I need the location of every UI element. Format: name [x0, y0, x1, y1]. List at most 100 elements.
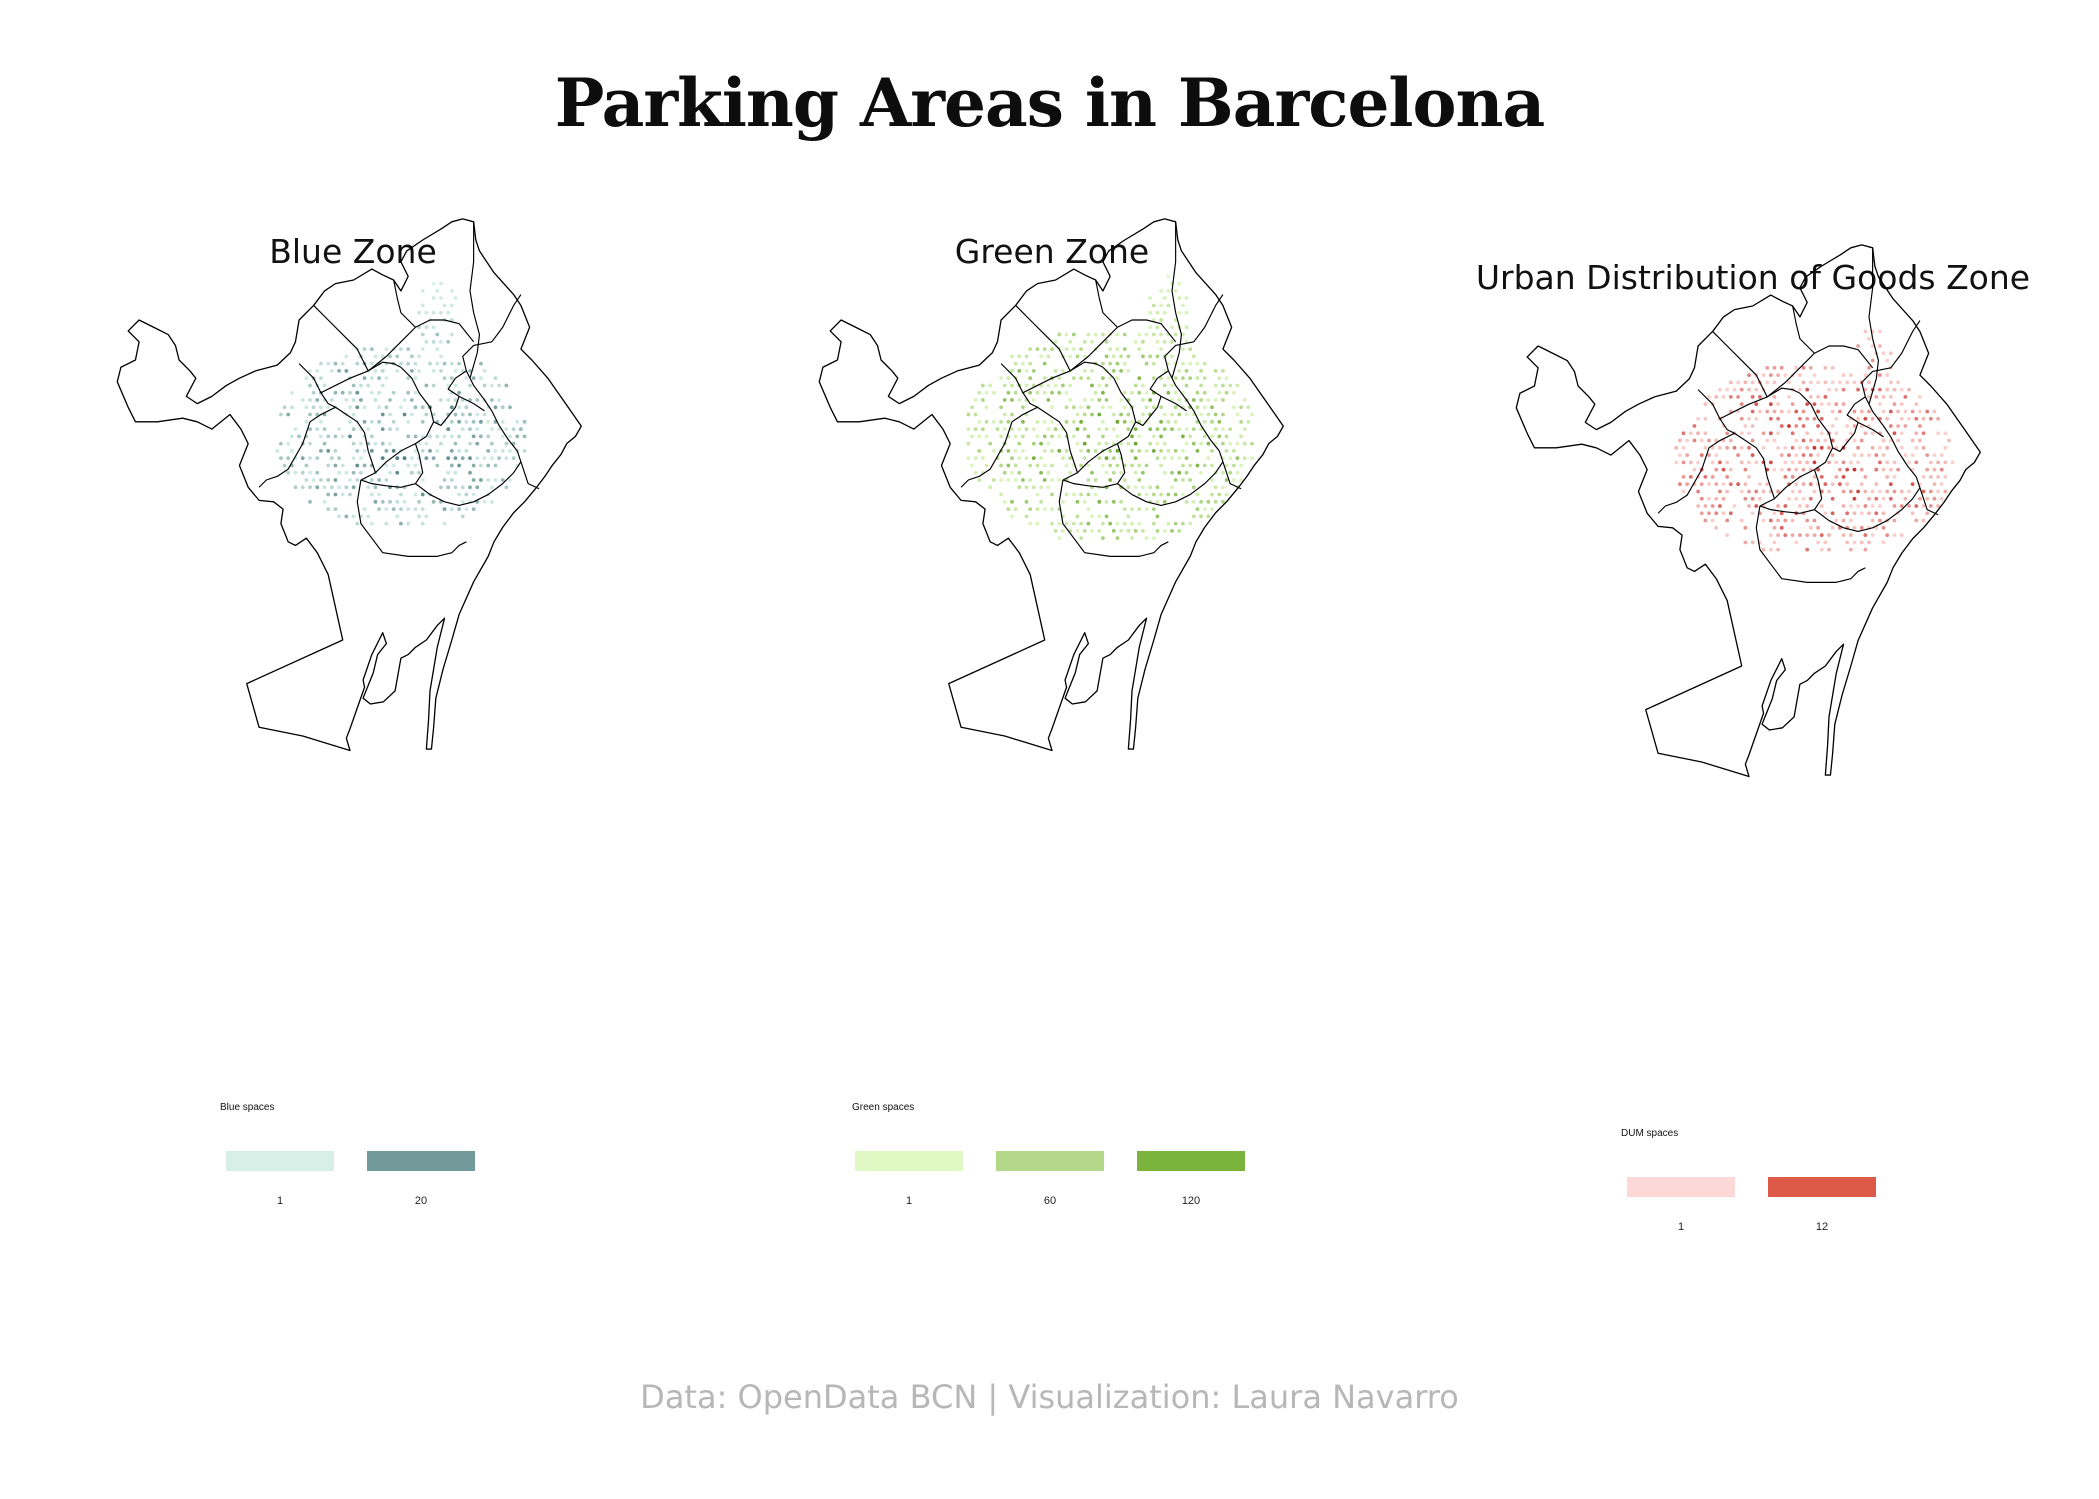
hexbin-point: [1798, 445, 1802, 450]
hexbin-point: [1162, 310, 1167, 315]
hexbin-point: [1148, 325, 1153, 330]
hexbin-point: [1736, 380, 1740, 385]
hexbin-point: [1166, 390, 1171, 395]
city-outline: [116, 218, 582, 752]
hexbin-point: [1870, 518, 1875, 523]
hexbin-point: [1794, 482, 1799, 487]
hexbin-point: [1794, 409, 1799, 414]
hexbin-point: [1231, 478, 1236, 482]
hexbin-point: [1863, 547, 1868, 552]
hexbin-point: [1874, 482, 1879, 487]
hexbin-point: [300, 456, 305, 461]
hexbin-point: [1787, 395, 1791, 399]
hexbin-point: [460, 427, 465, 431]
hexbin-point: [1086, 332, 1091, 337]
hexbin-point: [1776, 533, 1780, 537]
district-boundary: [458, 395, 485, 412]
hexbin-point: [449, 449, 454, 453]
hexbin-point: [1017, 369, 1022, 373]
hexbin-point: [304, 463, 309, 468]
hexbin-point: [1042, 507, 1047, 511]
hexbin-point: [1714, 453, 1719, 457]
hexbin-point: [1899, 504, 1904, 508]
hexbin-point: [300, 470, 305, 475]
hexbin-point: [1783, 518, 1788, 523]
hexbin-point: [1046, 383, 1051, 388]
hexbin-point: [1921, 445, 1926, 450]
hexbin-point: [1166, 303, 1171, 308]
hexbin-point: [1896, 467, 1900, 472]
hexbin-point: [402, 398, 407, 402]
hexbin-point: [406, 361, 411, 366]
hexbin-point: [1173, 492, 1178, 497]
hexbin-point: [1111, 369, 1116, 373]
hexbin-point: [1133, 427, 1138, 431]
hexbin-point: [315, 412, 320, 417]
hexbin-point: [337, 369, 341, 373]
hexbin-point: [1104, 398, 1109, 402]
hexbin-point: [1808, 380, 1813, 385]
hexbin-point: [1710, 518, 1715, 523]
hexbin-point: [977, 434, 982, 439]
hexbin-point: [970, 434, 974, 439]
hexbin-point: [1907, 460, 1911, 465]
hexbin-point: [1159, 347, 1163, 351]
hexbin-point: [1739, 518, 1744, 523]
hexbin-point: [1144, 361, 1149, 366]
hexbin-point: [1863, 387, 1868, 392]
hexbin-point: [988, 383, 993, 388]
legend-swatch-green-2: [996, 1151, 1104, 1171]
hexbin-point: [1921, 518, 1926, 523]
hexbin-point: [1881, 511, 1886, 516]
hexbin-point: [1057, 332, 1062, 337]
hexbin-point: [1181, 303, 1185, 308]
hexbin-point: [413, 405, 418, 410]
hexbin-point: [1881, 409, 1886, 414]
hexbin-point: [1217, 376, 1222, 381]
hexbin-point: [1779, 467, 1784, 472]
hexbin-point: [1914, 504, 1919, 508]
hexbin-point: [1221, 369, 1225, 373]
hexbin-point: [1732, 445, 1737, 450]
hexbin-point: [1144, 507, 1149, 511]
hexbin-point: [1750, 438, 1755, 443]
hexbin-point: [1224, 478, 1229, 482]
hexbin-point: [1914, 445, 1919, 450]
hexbin-point: [1191, 485, 1196, 490]
hexbin-point: [373, 354, 378, 359]
hexbin-point: [475, 427, 480, 431]
hexbin-point: [1035, 507, 1040, 511]
hexbin-point: [308, 485, 312, 490]
hexbin-point: [340, 434, 345, 439]
hexbin-point: [1239, 419, 1243, 424]
hexbin-point: [359, 470, 363, 475]
hexbin-point: [1921, 489, 1926, 494]
hexbin-point: [1162, 412, 1167, 417]
district-boundary: [1734, 432, 1776, 499]
hexbin-point: [1772, 438, 1777, 443]
hexbin-point: [1859, 467, 1864, 472]
hexbin-point: [500, 449, 505, 453]
hexbin-point: [1772, 380, 1777, 385]
hexbin-point: [1053, 383, 1058, 388]
hexbin-point: [1881, 438, 1886, 443]
hexbin-point: [424, 310, 429, 315]
hexbin-point: [1921, 475, 1926, 479]
hexbin-point: [1801, 365, 1806, 370]
hexbin-point: [1039, 485, 1043, 490]
hexbin-point: [1235, 383, 1240, 388]
hexbin-point: [1068, 456, 1073, 461]
hexbin-point: [1013, 434, 1018, 439]
hexbin-point: [1870, 445, 1875, 450]
hexbin-point: [1126, 354, 1131, 359]
hexbin-point: [377, 478, 381, 482]
hexbin-point: [1819, 431, 1824, 436]
hexbin-point: [1928, 416, 1933, 421]
hexbin-point: [988, 441, 993, 446]
hexbin-point: [457, 361, 461, 366]
hexbin-point: [453, 369, 458, 373]
hexbin-point: [1137, 463, 1142, 468]
hexbin-point: [1907, 489, 1911, 494]
hexbin-point: [1213, 383, 1218, 388]
hexbin-point: [1108, 521, 1113, 526]
